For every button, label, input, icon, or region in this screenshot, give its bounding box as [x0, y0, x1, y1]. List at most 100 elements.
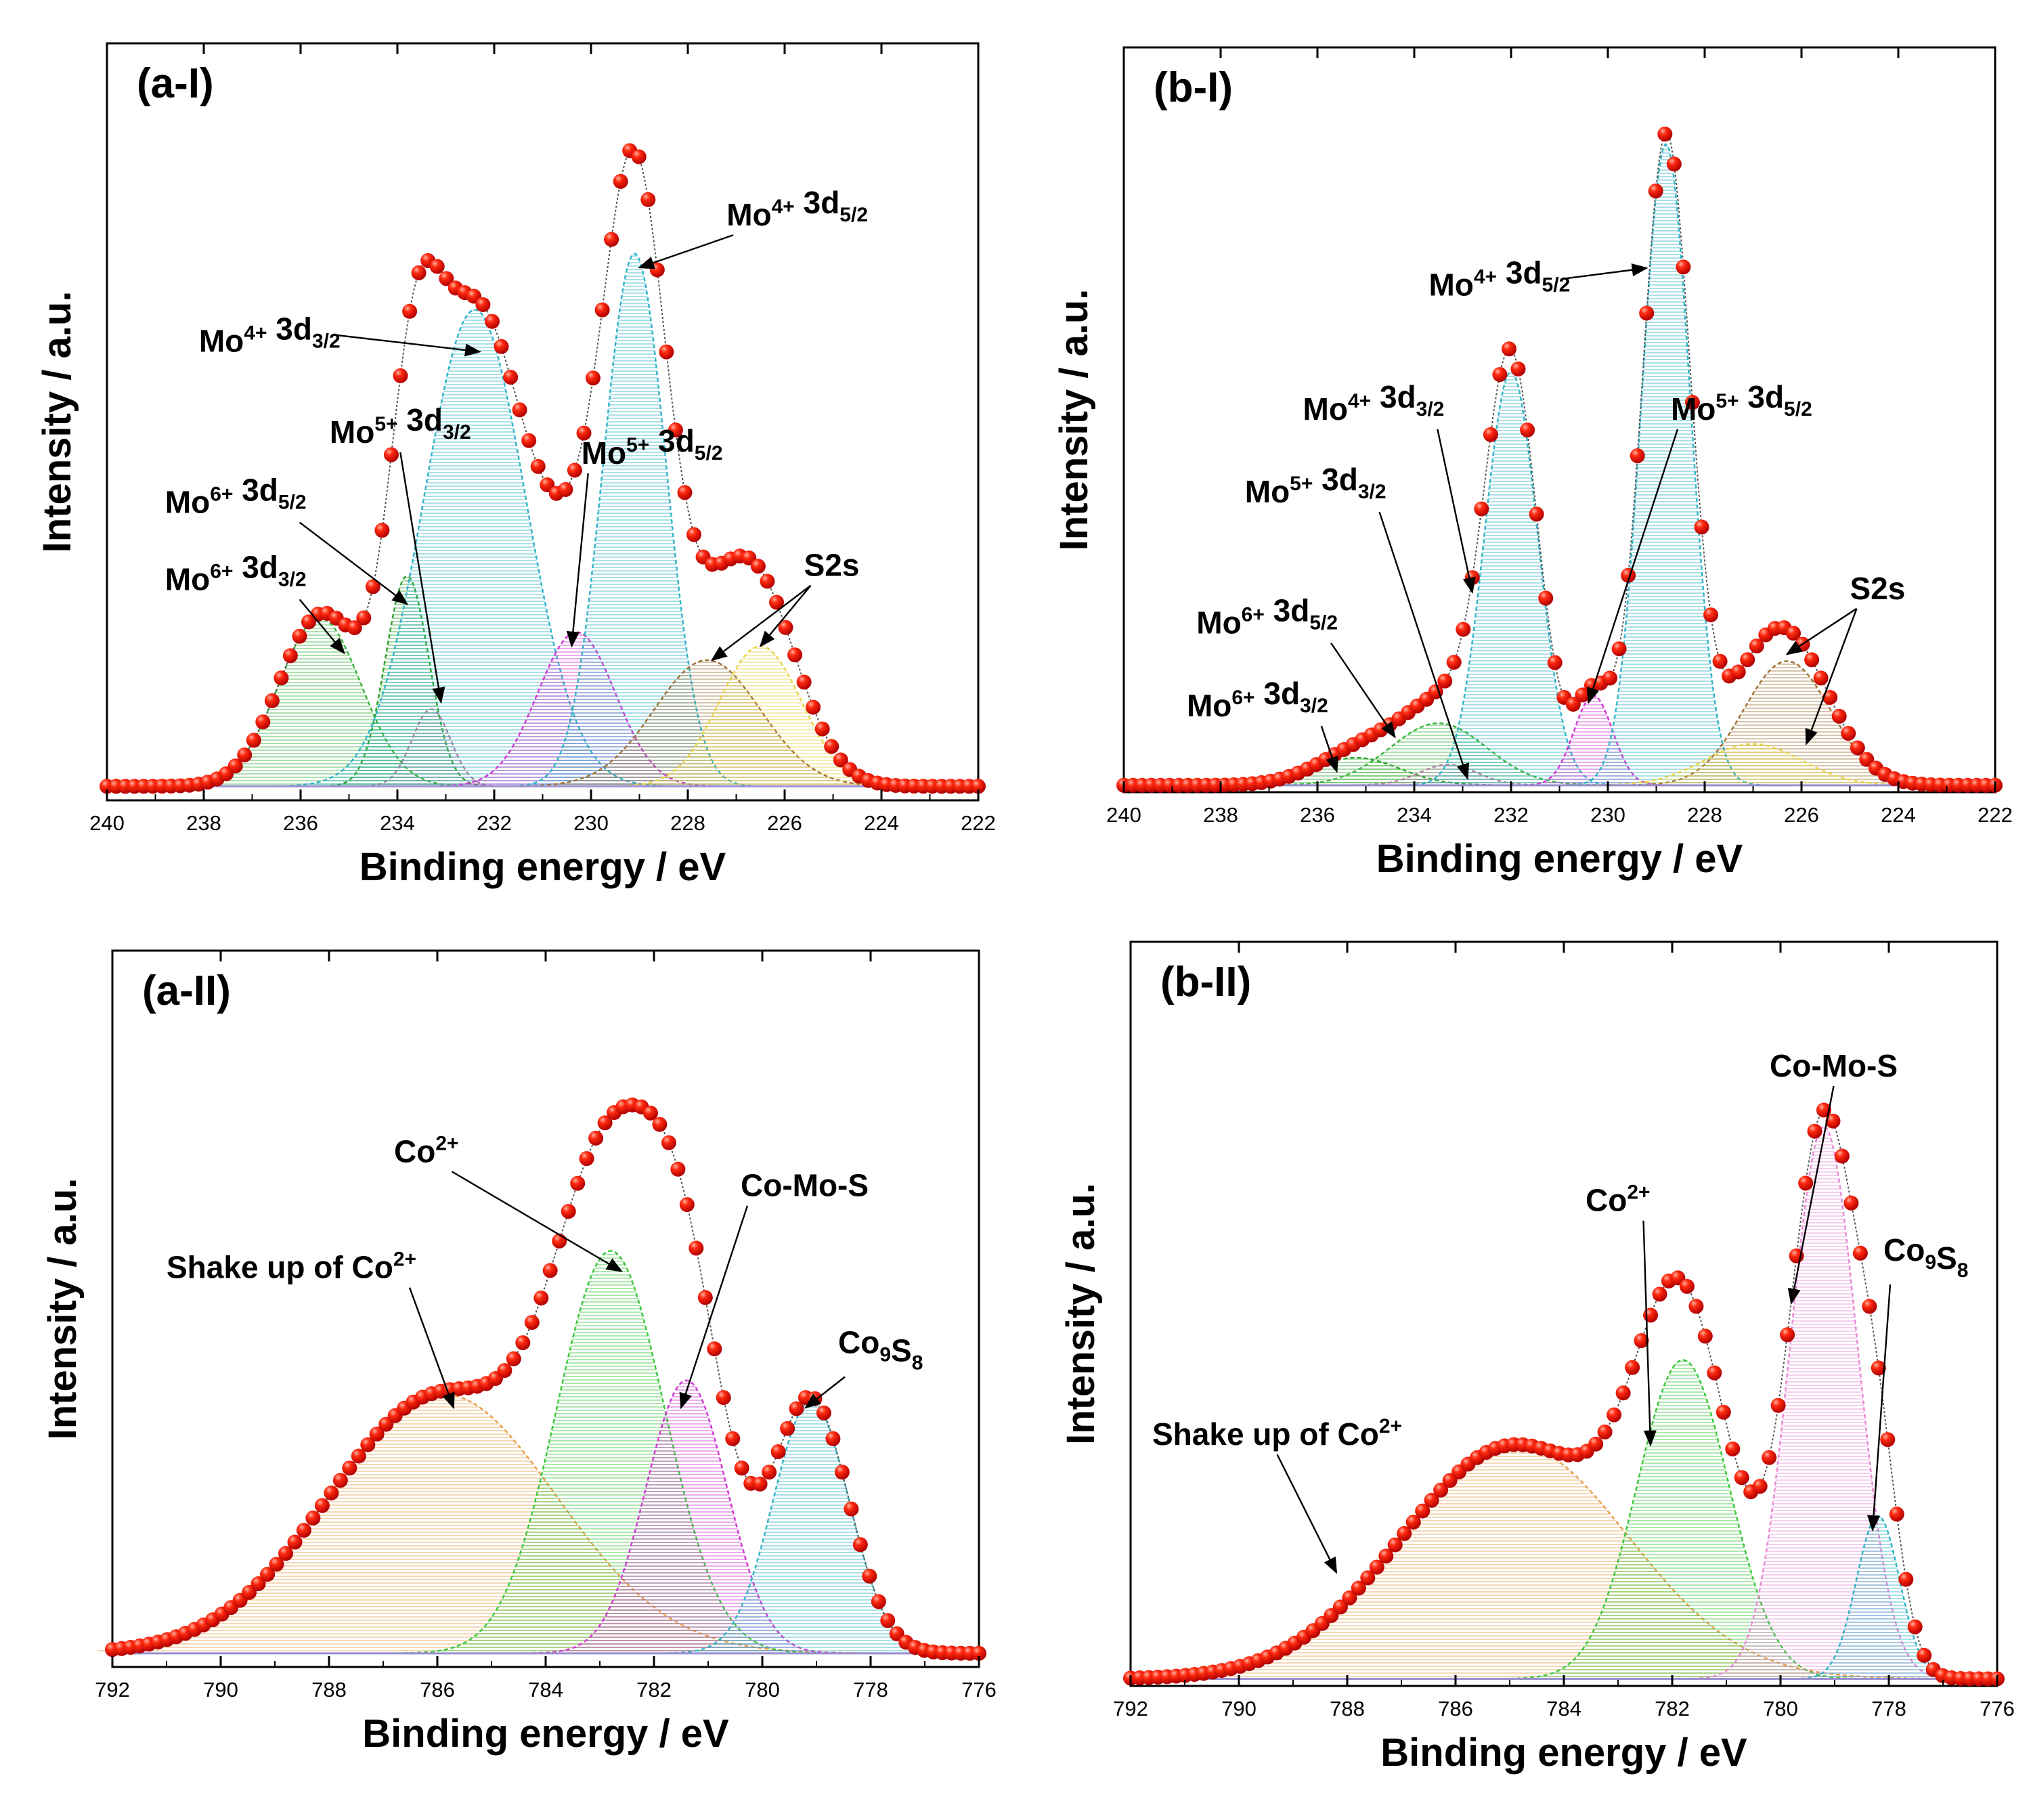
annotation-arrow	[1563, 263, 1648, 280]
data-point	[762, 1465, 777, 1480]
component-fill	[642, 648, 879, 785]
x-tick-label: 234	[1397, 803, 1432, 827]
component-curve	[112, 1379, 979, 1655]
envelope-curve	[112, 1104, 979, 1654]
data-point	[524, 1315, 540, 1330]
x-tick-label: 780	[1763, 1697, 1798, 1720]
data-point	[1588, 1436, 1604, 1452]
peak-annotation: Co-Mo-S	[679, 1168, 869, 1410]
annotation-label: Mo4+ 3d5/2	[1428, 255, 1570, 303]
annotation-label: S2s	[1850, 571, 1906, 606]
data-point	[1648, 183, 1663, 199]
annotation-label: Mo4+ 3d3/2	[1303, 379, 1445, 427]
data-point	[1762, 1450, 1777, 1465]
annotation-arrow	[679, 1205, 749, 1410]
data-point	[588, 1131, 604, 1146]
chart-b2: 792 790 788 786 784 782 780 778 776 Binding energ…	[1059, 940, 2015, 1775]
data-points-a2	[105, 1097, 986, 1661]
component-b2-1	[1131, 1359, 1997, 1680]
data-point	[369, 1427, 385, 1442]
data-point	[787, 647, 803, 663]
data-point	[1749, 638, 1764, 654]
data-point	[1822, 690, 1838, 705]
data-point	[1634, 1333, 1649, 1348]
x-tick-label: 228	[670, 811, 705, 835]
data-point	[365, 579, 380, 594]
data-point	[631, 149, 647, 165]
data-point	[769, 594, 784, 610]
data-point	[274, 670, 289, 686]
chart-a2: 792 790 788 786 784 782 780 778 776 Binding energ…	[41, 949, 997, 1756]
data-point	[649, 262, 665, 278]
data-point	[1703, 607, 1718, 623]
x-tick-label: 778	[1871, 1697, 1906, 1720]
data-point	[834, 1465, 850, 1480]
data-point	[1917, 1647, 1932, 1663]
data-point	[1676, 259, 1691, 275]
data-point	[1707, 1365, 1722, 1381]
data-point	[806, 699, 821, 715]
data-point	[296, 1523, 311, 1538]
data-point	[1834, 1148, 1850, 1164]
data-point	[1483, 427, 1498, 442]
data-point	[825, 1431, 841, 1446]
peak-annotation: Co9S8	[1866, 1232, 1968, 1532]
data-point	[1907, 1619, 1923, 1634]
data-point	[282, 648, 298, 664]
component-fill	[1713, 1127, 1935, 1677]
x-tick-label: 234	[380, 811, 415, 835]
x-axis-label: Binding energy / eV	[362, 1712, 729, 1756]
peak-annotation: S2s	[710, 548, 859, 662]
data-point	[640, 192, 656, 207]
data-point	[796, 674, 812, 690]
annotation-arrow	[804, 1376, 846, 1409]
x-tick-label: 784	[1546, 1697, 1581, 1720]
data-point	[1378, 1548, 1394, 1564]
panel-label: (b-II)	[1160, 959, 1251, 1005]
data-point	[494, 339, 509, 354]
data-point	[752, 1476, 768, 1492]
data-point	[670, 1161, 686, 1177]
annotation-arrow	[1276, 1454, 1338, 1574]
peak-annotation: Shake up of Co2+	[167, 1249, 455, 1410]
peak-annotation: Mo4+ 3d3/2	[199, 311, 481, 358]
x-tick-label: 788	[311, 1678, 347, 1702]
data-point	[1752, 1479, 1768, 1494]
component-fill	[1171, 1446, 1860, 1677]
envelope-curve	[1130, 1109, 1997, 1680]
data-point	[613, 173, 628, 189]
data-point	[324, 1486, 339, 1500]
data-point	[530, 458, 546, 474]
data-point	[880, 1613, 896, 1628]
x-tick-label: 790	[1221, 1697, 1257, 1720]
data-point	[1575, 687, 1590, 703]
annotation-label: Mo6+ 3d3/2	[165, 549, 307, 597]
component-fill	[1426, 372, 1596, 783]
data-point	[1679, 1278, 1695, 1294]
annotation-label: Mo5+ 3d5/2	[582, 423, 723, 471]
data-point	[1740, 652, 1755, 668]
x-tick-label: 232	[477, 811, 512, 835]
data-point	[264, 693, 280, 708]
component-fill	[1542, 697, 1645, 783]
data-point	[1807, 1123, 1822, 1139]
data-point	[1369, 1559, 1384, 1575]
annotation-label: Shake up of Co2+	[167, 1249, 416, 1285]
data-point	[1898, 1572, 1914, 1587]
data-point	[342, 1460, 357, 1476]
data-point	[533, 1291, 549, 1306]
data-point	[278, 1546, 293, 1561]
peak-annotation: Mo4+ 3d5/2	[1428, 255, 1648, 303]
annotation-label: Mo5+ 3d5/2	[1671, 379, 1812, 427]
data-point	[1520, 422, 1535, 438]
peak-annotation: Mo5+ 3d5/2	[1586, 379, 1812, 704]
x-tick-label: 224	[864, 811, 899, 835]
data-point	[1770, 1398, 1786, 1413]
data-point	[734, 1460, 749, 1476]
annotation-arrow	[710, 584, 812, 662]
annotation-arrow	[638, 234, 734, 269]
data-point	[260, 1567, 276, 1582]
y-axis-label: Intensity / a.u.	[41, 1178, 85, 1440]
x-tick-label: 786	[1438, 1697, 1473, 1720]
